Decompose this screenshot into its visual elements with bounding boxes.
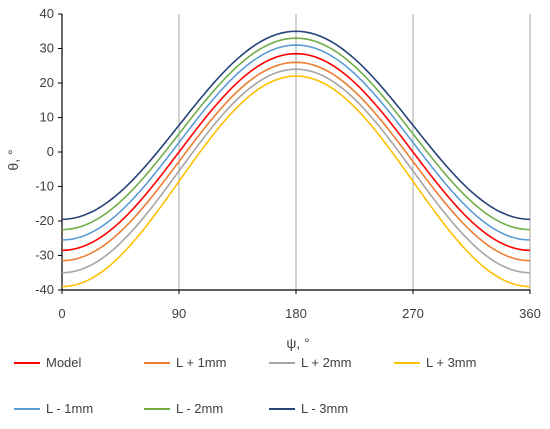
legend-label: L + 2mm [301,355,352,370]
series-line-l-3mm [61,75,531,288]
legend-item: L - 3mm [269,401,348,416]
y-tick-label-10: 10 [40,110,54,125]
x-tick-label-360: 360 [519,306,541,321]
x-axis-title: ψ, ° [286,335,309,351]
legend-swatch [269,361,295,364]
legend-label: L - 1mm [46,401,94,416]
axes [58,13,531,294]
tick-labels: -40 -30 -20 -10 0 10 20 30 40 0 90 180 270 360 [35,6,541,321]
legend-label: L - 3mm [301,401,349,416]
legend-label: L + 3mm [426,355,477,370]
legend-item: Model [14,355,81,370]
series-line-l-2mm [61,68,531,274]
legend-item: L + 3mm [394,355,476,370]
legend-swatch [14,407,40,410]
y-tick-label--20: -20 [35,213,54,228]
x-tick-label-90: 90 [172,306,186,321]
legend-swatch [144,407,170,410]
series-line-model [61,52,531,252]
y-tick-label-30: 30 [40,41,54,56]
legend-label: L - 2mm [176,401,224,416]
y-tick-label-20: 20 [40,75,54,90]
legend-item: L + 1mm [144,355,226,370]
legend-item: L - 1mm [14,401,93,416]
series-line-l-2mm [61,37,531,231]
legend-item: L + 2mm [269,355,351,370]
legend: Model L + 1mm L + 2mm L + 3mm L - 1mm L - 2mm… [14,355,544,425]
legend-swatch [394,361,420,364]
legend-label: L + 1mm [176,355,227,370]
y-tick-label-40: 40 [40,6,54,21]
legend-swatch [269,407,295,410]
series-line-l-1mm [61,61,531,262]
y-tick-label--10: -10 [35,179,54,194]
x-tick-label-180: 180 [285,306,307,321]
y-tick-label-0: 0 [47,144,54,159]
legend-item: L - 2mm [144,401,223,416]
series-line-l-1mm [61,44,531,241]
x-tick-label-270: 270 [402,306,424,321]
series-lines [61,30,531,288]
legend-label: Model [46,355,82,370]
series-line-l-3mm [61,30,531,221]
x-tick-label-0: 0 [58,306,65,321]
y-tick-label--30: -30 [35,248,54,263]
y-tick-label--40: -40 [35,282,54,297]
legend-swatch [14,361,40,364]
legend-swatch [144,361,170,364]
y-axis-title: θ, ° [5,149,21,170]
